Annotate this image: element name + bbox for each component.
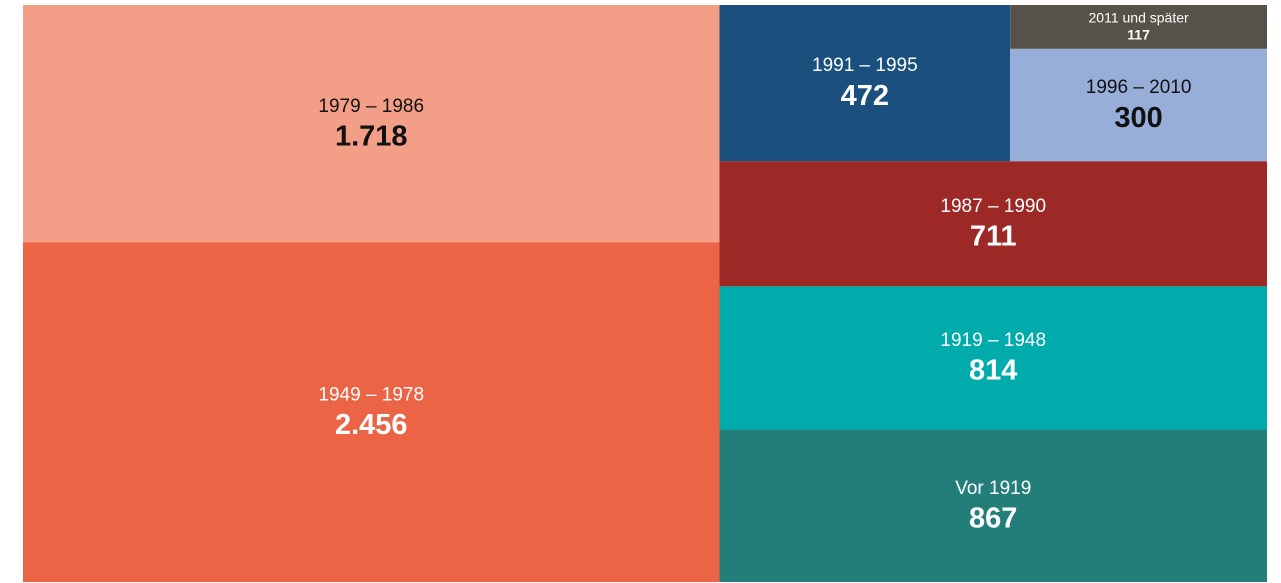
tile-label: 1949 – 1978 [318, 384, 424, 405]
tile-label: 1919 – 1948 [940, 330, 1046, 351]
tile-value: 2.456 [335, 409, 408, 441]
tile [1010, 5, 1267, 49]
tile-value: 814 [969, 355, 1017, 387]
tile-value: 1.718 [335, 120, 408, 152]
tile-value: 117 [1127, 27, 1150, 43]
tile-label: 1996 – 2010 [1086, 77, 1192, 98]
tile [1010, 48, 1267, 162]
tile [719, 161, 1267, 287]
tile-value: 472 [841, 80, 889, 112]
tile-value: 300 [1114, 102, 1162, 134]
tile [719, 5, 1011, 162]
tile [23, 5, 720, 243]
tile [23, 242, 720, 582]
tile-label: 1987 – 1990 [940, 196, 1046, 217]
tile-label: 2011 und später [1089, 10, 1189, 26]
tile [719, 286, 1267, 430]
tile-label: 1991 – 1995 [812, 55, 918, 76]
tile-label: Vor 1919 [955, 478, 1031, 499]
tile-value: 711 [970, 221, 1017, 253]
tile [719, 429, 1267, 582]
tile-label: 1979 – 1986 [318, 96, 424, 117]
tile-value: 867 [969, 502, 1017, 534]
